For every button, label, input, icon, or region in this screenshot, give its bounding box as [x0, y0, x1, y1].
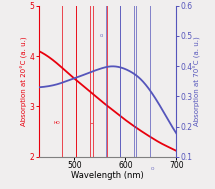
Text: Cl: Cl — [100, 34, 104, 38]
Text: HO: HO — [54, 121, 61, 125]
X-axis label: Wavelength (nm): Wavelength (nm) — [71, 171, 144, 180]
Text: O: O — [150, 167, 154, 171]
Y-axis label: Absorption at 20°C (a. u.): Absorption at 20°C (a. u.) — [21, 36, 28, 126]
Y-axis label: Absorption at 70°C (a. u.): Absorption at 70°C (a. u.) — [194, 36, 201, 126]
